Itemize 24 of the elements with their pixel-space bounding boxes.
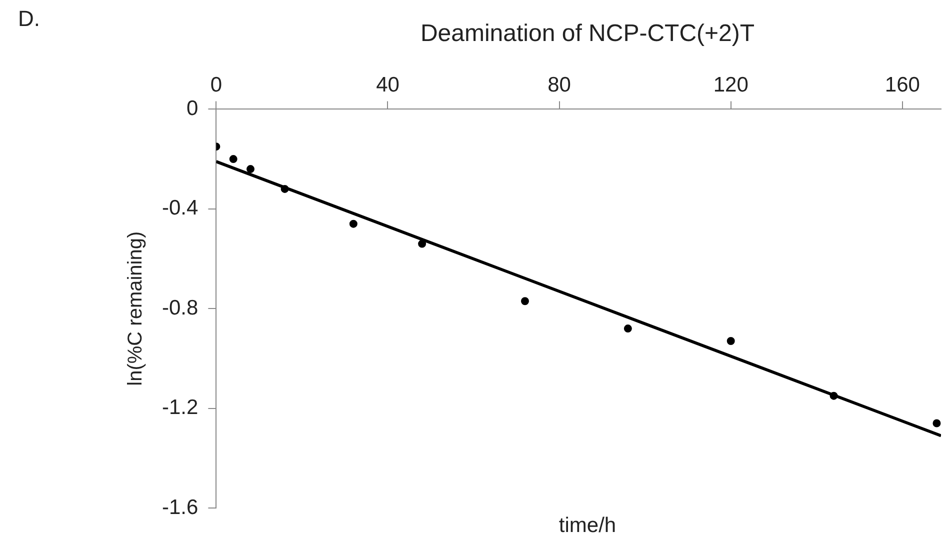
y-tick-label: -1.2 — [162, 396, 198, 420]
x-tick-label: 160 — [884, 73, 920, 96]
x-tick-label: 40 — [376, 73, 400, 96]
y-tick-label: -0.8 — [162, 296, 198, 320]
point — [830, 392, 838, 400]
point — [418, 240, 426, 248]
y-tick-label: 0 — [186, 96, 198, 120]
y-tick-label: -0.4 — [162, 196, 199, 220]
point — [280, 184, 289, 193]
x-tick-label: 0 — [210, 73, 222, 96]
y-tick-label: -1.6 — [162, 496, 198, 519]
point — [349, 220, 358, 228]
point — [520, 297, 529, 306]
point — [624, 324, 632, 333]
point — [246, 165, 254, 174]
x-axis-title: time/h — [558, 514, 618, 538]
y-axis-title: ln(%C remaining) — [124, 231, 147, 386]
chart-title: Deamination of NCP-CTC(+2)T — [419, 20, 756, 48]
point — [932, 419, 941, 428]
point — [229, 155, 238, 164]
point — [726, 337, 735, 346]
x-tick-label: 80 — [548, 73, 571, 96]
text: D. — [18, 6, 40, 32]
x-tick-label: 120 — [713, 73, 748, 96]
